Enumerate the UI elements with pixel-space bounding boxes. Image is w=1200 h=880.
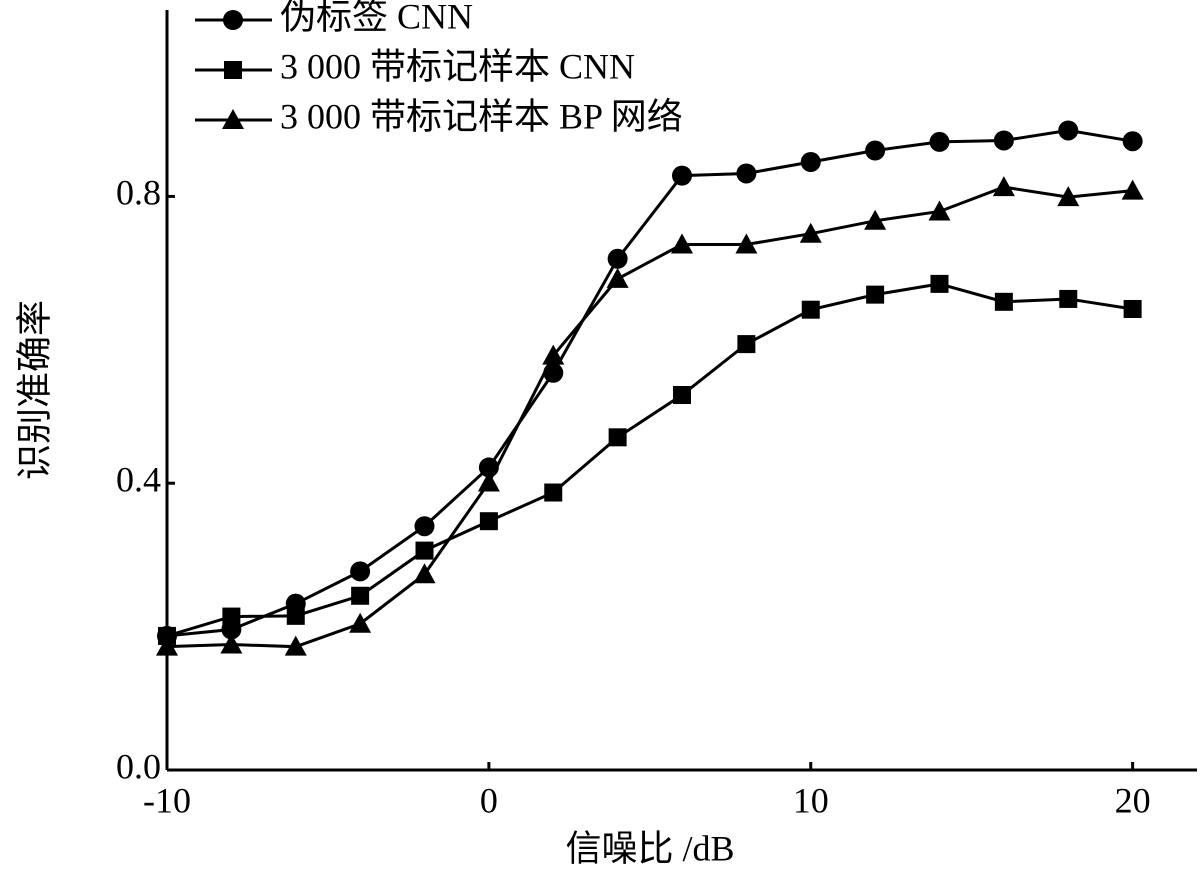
legend-marker	[222, 109, 244, 129]
data-point	[864, 209, 887, 230]
data-point	[800, 152, 821, 172]
data-point	[286, 606, 305, 625]
data-point	[606, 267, 629, 288]
x-tick-label: 10	[793, 780, 829, 820]
data-point	[222, 607, 241, 626]
data-point	[477, 471, 500, 492]
data-point	[413, 563, 436, 584]
y-tick-label: 0.4	[116, 459, 161, 499]
data-point	[673, 386, 691, 405]
legend-marker	[223, 10, 243, 30]
data-point	[608, 428, 627, 447]
data-point	[930, 274, 949, 293]
data-point	[349, 612, 372, 633]
data-point	[993, 130, 1014, 151]
x-tick-label: -10	[143, 780, 191, 820]
data-point	[543, 362, 564, 383]
data-point	[156, 635, 178, 656]
data-point	[929, 131, 950, 152]
y-tick-label: 0.0	[116, 746, 161, 786]
data-point	[1122, 131, 1143, 152]
data-point	[799, 222, 822, 243]
data-point	[671, 233, 693, 254]
data-point	[1059, 289, 1078, 308]
legend-marker	[224, 61, 242, 79]
legend-label: 3 000 带标记样本 BP 网络	[280, 96, 683, 136]
x-tick-label: 20	[1115, 780, 1151, 820]
series-line	[166, 185, 1133, 649]
y-tick-label: 0.8	[116, 173, 161, 213]
data-point	[220, 633, 243, 654]
series-line	[166, 282, 1133, 638]
data-point	[994, 292, 1013, 311]
data-point	[865, 140, 886, 161]
data-point	[1121, 179, 1144, 200]
data-point	[736, 163, 757, 184]
data-point	[479, 512, 498, 531]
legend-label: 3 000 带标记样本 CNN	[280, 46, 635, 86]
data-point	[544, 483, 563, 502]
data-point	[607, 248, 628, 269]
data-point	[801, 300, 820, 319]
data-point	[672, 165, 692, 186]
x-axis-label: 信噪比 /dB	[565, 828, 734, 868]
x-tick-label: 0	[480, 780, 498, 820]
data-point	[351, 586, 370, 605]
data-point	[735, 233, 758, 254]
data-point	[1058, 120, 1079, 141]
data-point	[350, 561, 371, 582]
data-point	[928, 200, 951, 221]
data-point	[542, 344, 565, 365]
data-point	[415, 541, 434, 560]
data-point	[992, 176, 1015, 197]
series-line	[166, 128, 1133, 638]
data-point	[284, 635, 307, 656]
data-point	[866, 285, 885, 304]
data-point	[414, 516, 435, 537]
data-point	[1057, 186, 1080, 207]
legend-label: 伪标签 CNN	[280, 0, 473, 36]
data-point	[737, 335, 756, 354]
data-point	[1123, 299, 1142, 318]
y-axis-label: 识别准确率	[14, 300, 54, 480]
